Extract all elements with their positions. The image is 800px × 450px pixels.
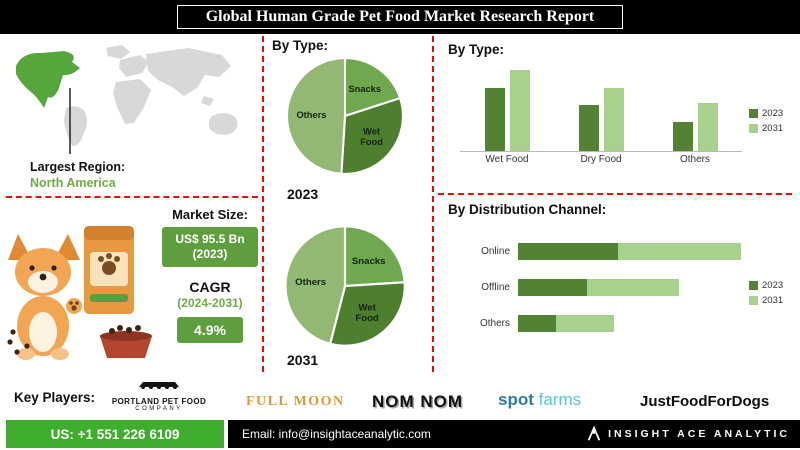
bar-2031: [509, 70, 530, 151]
pie-chart-2031: Snacks Wet Food Others: [284, 225, 406, 347]
dist-row-online: Online: [452, 243, 782, 260]
svg-text:Snacks: Snacks: [348, 84, 381, 94]
pie-year-2023: 2023: [287, 186, 319, 202]
dist-row-offline: Offline: [452, 279, 782, 296]
dist-category-label: Offline: [481, 282, 510, 293]
legend-swatch-2023: [749, 281, 758, 290]
brand-lockup: INSIGHT ACE ANALYTIC: [586, 426, 790, 442]
bar-group-dry-food: Dry Food: [578, 56, 624, 165]
bar-chart-distribution: Online Offline Others: [452, 243, 782, 351]
bar-category-label: Wet Food: [485, 154, 529, 165]
dist-segment-2031: [587, 279, 679, 296]
bar-chart-legend: 2023 2031: [749, 108, 783, 134]
page-title: Global Human Grade Pet Food Market Resea…: [176, 5, 624, 29]
legend-label-2023: 2023: [762, 108, 784, 119]
bar-chart-by-type: Wet Food Dry Food Others: [460, 56, 742, 165]
portland-logo-text: PORTLAND PET FOOD: [111, 397, 207, 406]
dist-segment-2023: [518, 279, 587, 296]
dist-segment-2023: [518, 243, 618, 260]
legend-label-2031: 2031: [762, 123, 784, 134]
svg-text:Others: Others: [296, 110, 326, 120]
bar-2023: [672, 122, 693, 151]
bar-2031: [603, 88, 624, 151]
vertical-divider-right: [432, 36, 434, 372]
distribution-section-heading: By Distribution Channel:: [448, 202, 607, 217]
svg-text:Snacks: Snacks: [352, 256, 386, 267]
spot-farms-word2: farms: [538, 390, 582, 409]
bar-2023: [484, 88, 505, 151]
spot-farms-word1: spot: [498, 390, 534, 409]
email-text: Email: info@insightaceanalytic.com: [242, 427, 431, 441]
footer-bar: Email: info@insightaceanalytic.com INSIG…: [228, 420, 800, 448]
legend-label-2031: 2031: [762, 295, 784, 306]
bar-group-others: Others: [672, 56, 718, 165]
cagr-value: 4.9%: [194, 322, 226, 338]
bar-2031: [697, 103, 718, 151]
cagr-period: (2024-2031): [177, 296, 243, 310]
legend-label-2023: 2023: [762, 280, 784, 291]
dog-and-food-illustration: [7, 226, 152, 360]
market-size-label: Market Size:: [172, 207, 248, 222]
bar-category-label: Others: [679, 154, 711, 165]
awning-icon: [139, 382, 179, 389]
dist-segment-2031: [556, 315, 614, 332]
distribution-legend: 2023 2031: [749, 280, 783, 306]
logo-spot-farms: spot farms: [498, 390, 581, 410]
market-size-year: (2023): [192, 247, 228, 261]
market-size-value-box: US$ 95.5 Bn (2023): [162, 227, 258, 267]
svg-text:Others: Others: [295, 277, 326, 288]
pie-year-2031: 2031: [287, 352, 319, 368]
dist-row-others: Others: [452, 315, 782, 332]
bar-section-heading: By Type:: [448, 42, 505, 57]
phone-banner: US: +1 551 226 6109: [6, 420, 224, 448]
legend-item-2023: 2023: [749, 108, 783, 119]
legend-item-2031: 2031: [749, 123, 783, 134]
portland-logo-subtext: COMPANY: [135, 406, 183, 412]
horizontal-divider-left: [6, 196, 258, 198]
bar-group-wet-food: Wet Food: [484, 56, 530, 165]
logo-full-moon: FULL MOON: [246, 394, 345, 409]
pie-chart-2023: Snacks Wet Food Others: [285, 57, 404, 175]
legend-item-2031: 2031: [749, 295, 783, 306]
logo-nom-nom: NOM NOM: [372, 392, 464, 411]
world-map: [16, 45, 238, 154]
logo-justfoodfordogs: JustFoodForDogs: [640, 393, 770, 410]
dist-category-label: Online: [481, 246, 510, 257]
cagr-label: CAGR: [189, 279, 231, 295]
largest-region-value: North America: [30, 176, 116, 190]
brand-name: INSIGHT ACE ANALYTIC: [608, 428, 790, 440]
pie-section-heading: By Type:: [272, 38, 329, 53]
legend-swatch-2031: [749, 296, 758, 305]
cagr-value-box: 4.9%: [177, 317, 243, 343]
legend-swatch-2031: [749, 124, 758, 133]
bar-2023: [578, 105, 599, 151]
vertical-divider-left: [262, 36, 264, 372]
horizontal-divider-right: [438, 193, 792, 195]
dist-category-label: Others: [479, 318, 510, 329]
bar-category-label: Dry Food: [580, 154, 622, 165]
header-bar: Global Human Grade Pet Food Market Resea…: [0, 0, 800, 34]
legend-swatch-2023: [749, 109, 758, 118]
market-size-value: US$ 95.5 Bn: [175, 232, 245, 246]
key-players-label: Key Players:: [14, 390, 96, 405]
dist-segment-2023: [518, 315, 556, 332]
insight-ace-logo-icon: [587, 426, 601, 441]
logo-portland-pet-food: PORTLAND PET FOOD COMPANY: [103, 378, 215, 412]
largest-region-label: Largest Region:: [30, 160, 126, 174]
dist-segment-2031: [618, 243, 741, 260]
legend-item-2023: 2023: [749, 280, 783, 291]
